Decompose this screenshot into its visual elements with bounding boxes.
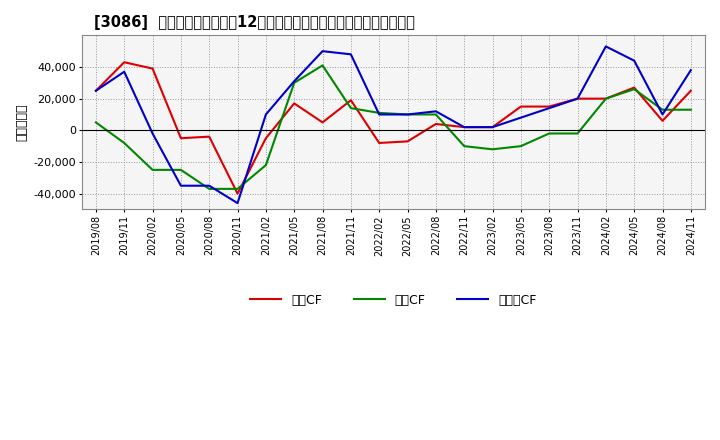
営業CF [460,125,469,130]
フリーCF [545,106,554,111]
営業CF [91,88,100,93]
営業CF [545,104,554,109]
営業CF [120,59,129,65]
営業CF [431,121,440,127]
営業CF [403,139,412,144]
フリーCF [261,112,270,117]
営業CF [630,85,639,90]
投資CF [176,167,185,172]
投資CF [545,131,554,136]
Text: [3086]  キャッシュフローの12か月移動合計の対前年同期増減額の推移: [3086] キャッシュフローの12か月移動合計の対前年同期増減額の推移 [94,15,415,30]
営業CF [205,134,214,139]
投資CF [148,167,157,172]
投資CF [658,107,667,112]
フリーCF [120,69,129,74]
フリーCF [176,183,185,188]
フリーCF [516,115,525,120]
投資CF [233,186,242,191]
フリーCF [630,58,639,63]
営業CF [686,88,695,93]
Legend: 営業CF, 投資CF, フリーCF: 営業CF, 投資CF, フリーCF [246,289,541,312]
投資CF [403,112,412,117]
フリーCF [346,51,355,57]
フリーCF [460,125,469,130]
営業CF [573,96,582,101]
投資CF [261,162,270,168]
フリーCF [488,125,497,130]
フリーCF [233,201,242,206]
営業CF [176,136,185,141]
フリーCF [403,112,412,117]
フリーCF [375,112,384,117]
投資CF [573,131,582,136]
フリーCF [573,96,582,101]
フリーCF [290,79,299,84]
投資CF [686,107,695,112]
営業CF [290,101,299,106]
フリーCF [686,67,695,73]
Line: 投資CF: 投資CF [96,66,690,189]
フリーCF [658,112,667,117]
投資CF [91,120,100,125]
Line: 営業CF: 営業CF [96,62,690,194]
Y-axis label: （百万円）: （百万円） [15,104,28,141]
投資CF [516,143,525,149]
営業CF [375,140,384,146]
投資CF [290,80,299,85]
営業CF [516,104,525,109]
投資CF [120,140,129,146]
営業CF [261,136,270,141]
投資CF [431,112,440,117]
投資CF [460,143,469,149]
フリーCF [601,44,610,49]
営業CF [658,118,667,124]
Line: フリーCF: フリーCF [96,46,690,203]
フリーCF [318,48,327,54]
営業CF [148,66,157,71]
投資CF [375,110,384,116]
フリーCF [431,109,440,114]
投資CF [601,96,610,101]
フリーCF [205,183,214,188]
フリーCF [91,88,100,93]
投資CF [205,186,214,191]
投資CF [346,106,355,111]
営業CF [601,96,610,101]
フリーCF [148,131,157,136]
投資CF [318,63,327,68]
営業CF [346,98,355,103]
投資CF [488,147,497,152]
営業CF [488,125,497,130]
営業CF [233,191,242,196]
営業CF [318,120,327,125]
投資CF [630,87,639,92]
